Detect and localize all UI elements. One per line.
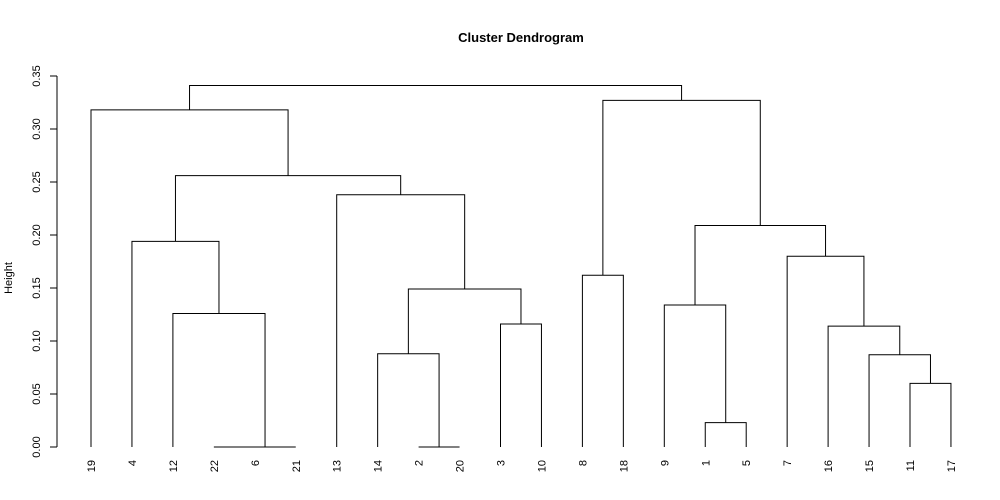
- leaf-label-19: 19: [86, 460, 98, 472]
- leaf-label-7: 7: [782, 460, 794, 466]
- merge-1--5: [704, 422, 747, 447]
- y-tick-label: 0.30: [31, 118, 43, 139]
- merge-16--15-11-17: [827, 325, 901, 447]
- y-tick-label: 0.20: [31, 224, 43, 245]
- leaf-label-12: 12: [168, 460, 180, 472]
- merge-15--11-17: [868, 354, 931, 447]
- y-tick-label: 0.10: [31, 330, 43, 351]
- leaf-label-14: 14: [373, 460, 385, 472]
- merge-19--4-12-22-6-21-13-14-2-20-3-10: [90, 109, 289, 447]
- merge-8--18: [581, 274, 624, 447]
- leaf-label-4: 4: [127, 460, 139, 466]
- merge-9-1-5--7-16-15-11-17: [694, 224, 827, 305]
- leaf-label-9: 9: [659, 460, 671, 466]
- leaf-label-16: 16: [823, 460, 835, 472]
- y-tick-label: 0.05: [31, 383, 43, 404]
- y-tick-label: 0.00: [31, 436, 43, 457]
- merge-3--10: [500, 323, 542, 447]
- y-tick-label: 0.35: [31, 65, 43, 86]
- leaf-label-8: 8: [577, 460, 589, 466]
- dendrogram-branches: [90, 85, 952, 448]
- y-tick-label: 0.25: [31, 171, 43, 192]
- merge-8-18--9-1-5-7-16-15-11-17: [602, 99, 761, 276]
- leaf-label-11: 11: [905, 460, 917, 471]
- leaf-label-5: 5: [741, 460, 753, 466]
- leaf-label-3: 3: [496, 460, 508, 466]
- leaf-label-1: 1: [700, 460, 712, 466]
- merge-14-2-20--3-10: [407, 288, 522, 354]
- merge-9--1-5: [663, 304, 727, 447]
- leaf-label-20: 20: [455, 460, 467, 472]
- merge-14--2-20: [377, 353, 440, 447]
- leaf-label-2: 2: [414, 460, 426, 466]
- y-tick-label: 0.15: [31, 277, 43, 298]
- merge-4--12-22-6-21: [131, 240, 220, 447]
- leaf-labels: 19 4 12 22 6 21 13 14 2 20 3 10 8 18 9 1 5 7 16 15 11 17: [86, 460, 958, 472]
- leaf-label-22: 22: [209, 460, 221, 472]
- leaf-label-21: 21: [291, 460, 303, 472]
- merge-19-4-12-22-6-21-13-14-2-20-3-10--8-18-9-1-5-7-16-15-11-17: [189, 85, 683, 110]
- merge-4-12-22-6-21--13-14-2-20-3-10: [174, 175, 402, 242]
- y-axis: 0.00 0.05 0.10 0.15 0.20 0.25 0.30 0.35: [31, 65, 58, 458]
- leaf-label-17: 17: [946, 460, 958, 472]
- merge-11--17: [909, 382, 952, 447]
- merge-7--16-15-11-17: [786, 255, 865, 447]
- leaf-label-18: 18: [618, 460, 630, 472]
- merge-12--22-6-21: [172, 312, 266, 447]
- merge-13--14-2-20-3-10: [336, 194, 466, 447]
- leaf-label-15: 15: [864, 460, 876, 472]
- leaf-label-10: 10: [536, 460, 548, 472]
- y-axis-label: Height: [3, 262, 15, 294]
- leaf-label-6: 6: [250, 460, 262, 466]
- leaf-label-13: 13: [332, 460, 344, 472]
- chart-title: Cluster Dendrogram: [458, 30, 584, 45]
